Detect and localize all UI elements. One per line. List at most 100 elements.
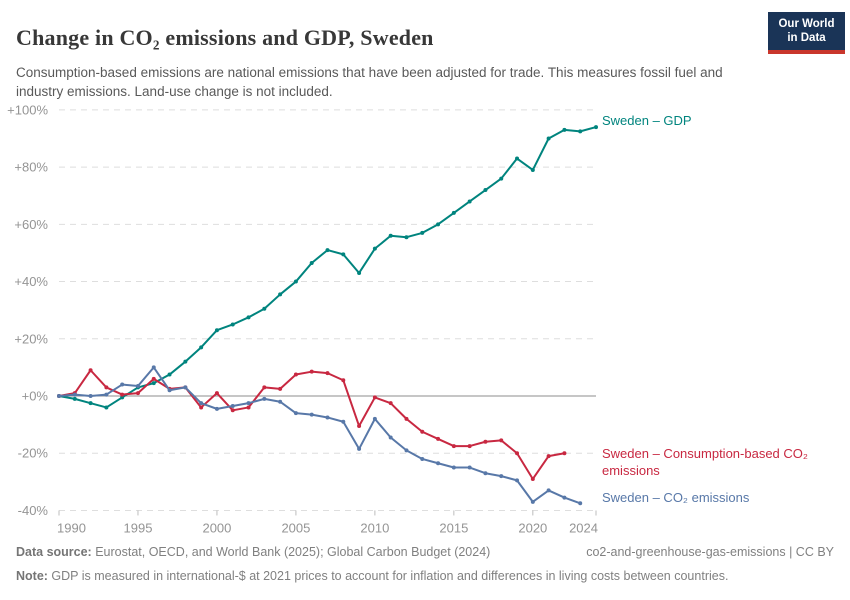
series-point [262, 306, 267, 311]
x-tick-label: 1995 [124, 520, 153, 535]
series-point [515, 156, 520, 161]
series-point [436, 436, 441, 441]
series-point [72, 392, 77, 397]
owid-logo[interactable]: Our World in Data [768, 12, 845, 54]
series-point [357, 270, 362, 275]
series-point [293, 279, 298, 284]
series-point [230, 408, 235, 413]
series-point [388, 401, 393, 406]
series-point [388, 233, 393, 238]
series-point [388, 435, 393, 440]
y-tick-label: +0% [22, 389, 49, 404]
series-point [436, 222, 441, 227]
series-point [499, 176, 504, 181]
data-source-text: Eurostat, OECD, and World Bank (2025); G… [91, 545, 491, 559]
series-point [57, 394, 61, 398]
data-source-line: Data source: Eurostat, OECD, and World B… [16, 545, 576, 559]
series-point [530, 499, 535, 504]
series-point [594, 125, 598, 130]
y-tick-label: -20% [18, 446, 49, 461]
series-point [546, 136, 551, 141]
series-point [404, 235, 409, 240]
series-point [104, 405, 109, 410]
series-point [262, 396, 267, 401]
series-point [546, 488, 551, 493]
series-point [309, 260, 314, 265]
series-point [341, 252, 346, 257]
series-point [325, 248, 330, 253]
series-point [214, 328, 219, 333]
series-point [293, 372, 298, 377]
series-point [467, 465, 472, 470]
series-point [135, 383, 140, 388]
y-tick-label: +60% [14, 217, 48, 232]
series-point [104, 392, 109, 397]
owid-logo-line2: in Data [787, 31, 826, 44]
note-text: GDP is measured in international-$ at 20… [47, 569, 729, 583]
series-point [357, 446, 362, 451]
series-point [293, 411, 298, 416]
series-label-co2[interactable]: Sweden – CO₂ emissions [602, 490, 750, 505]
series-point [246, 401, 251, 406]
series-point [214, 391, 219, 396]
series-point [325, 415, 330, 420]
series-point [183, 385, 188, 390]
series-point [515, 451, 520, 456]
series-point [120, 392, 125, 397]
owid-logo-line1: Our World [778, 18, 835, 30]
series-point [404, 416, 409, 421]
series-label-gdp[interactable]: Sweden – GDP [602, 113, 692, 128]
series-point [183, 359, 188, 364]
series-point [515, 478, 520, 483]
series-point [214, 406, 219, 411]
series-point [499, 438, 504, 443]
series-point [578, 129, 583, 134]
y-tick-label: +100% [7, 102, 48, 117]
series-point [530, 167, 535, 172]
series-point [420, 230, 425, 235]
attribution-link[interactable]: co2-and-greenhouse-gas-emissions | CC BY [586, 545, 834, 559]
series-point [278, 399, 283, 404]
series-point [372, 246, 377, 251]
series-point [451, 210, 456, 215]
series-point [104, 385, 109, 390]
series-point [167, 388, 172, 393]
series-point [483, 439, 488, 444]
series-point [309, 412, 314, 417]
series-point [530, 476, 535, 481]
series-point [135, 391, 140, 396]
series-point [341, 378, 346, 383]
series-point [246, 315, 251, 320]
series-point [151, 376, 156, 381]
series-point [230, 404, 235, 409]
series-point [341, 419, 346, 424]
note-line: Note: GDP is measured in international-$… [16, 569, 816, 583]
series-point [357, 424, 362, 429]
chart-title: Change in CO₂ emissions and GDP, Sweden [16, 24, 434, 50]
series-point [483, 471, 488, 476]
series-line-2 [58, 366, 582, 505]
series-point [325, 371, 330, 376]
series-point [578, 501, 583, 506]
series-point [120, 395, 125, 400]
series-point [230, 322, 235, 327]
note-label: Note: [16, 569, 48, 583]
y-tick-label: +80% [14, 160, 48, 175]
x-tick-label: 2015 [439, 520, 468, 535]
series-point [167, 372, 172, 377]
series-point [451, 465, 456, 470]
x-tick-label: 2024 [569, 520, 598, 535]
series-point [483, 188, 488, 193]
series-point [88, 394, 93, 398]
series-point [404, 448, 409, 453]
series-point [499, 474, 504, 479]
series-label-consumption-co2[interactable]: Sweden – Consumption-based CO₂ emissions [602, 446, 808, 478]
x-tick-label: 2000 [202, 520, 231, 535]
series-point [309, 369, 314, 374]
y-tick-label: +20% [14, 331, 48, 346]
series-point [372, 416, 377, 421]
x-tick-label: 2010 [360, 520, 389, 535]
series-point [262, 385, 267, 390]
